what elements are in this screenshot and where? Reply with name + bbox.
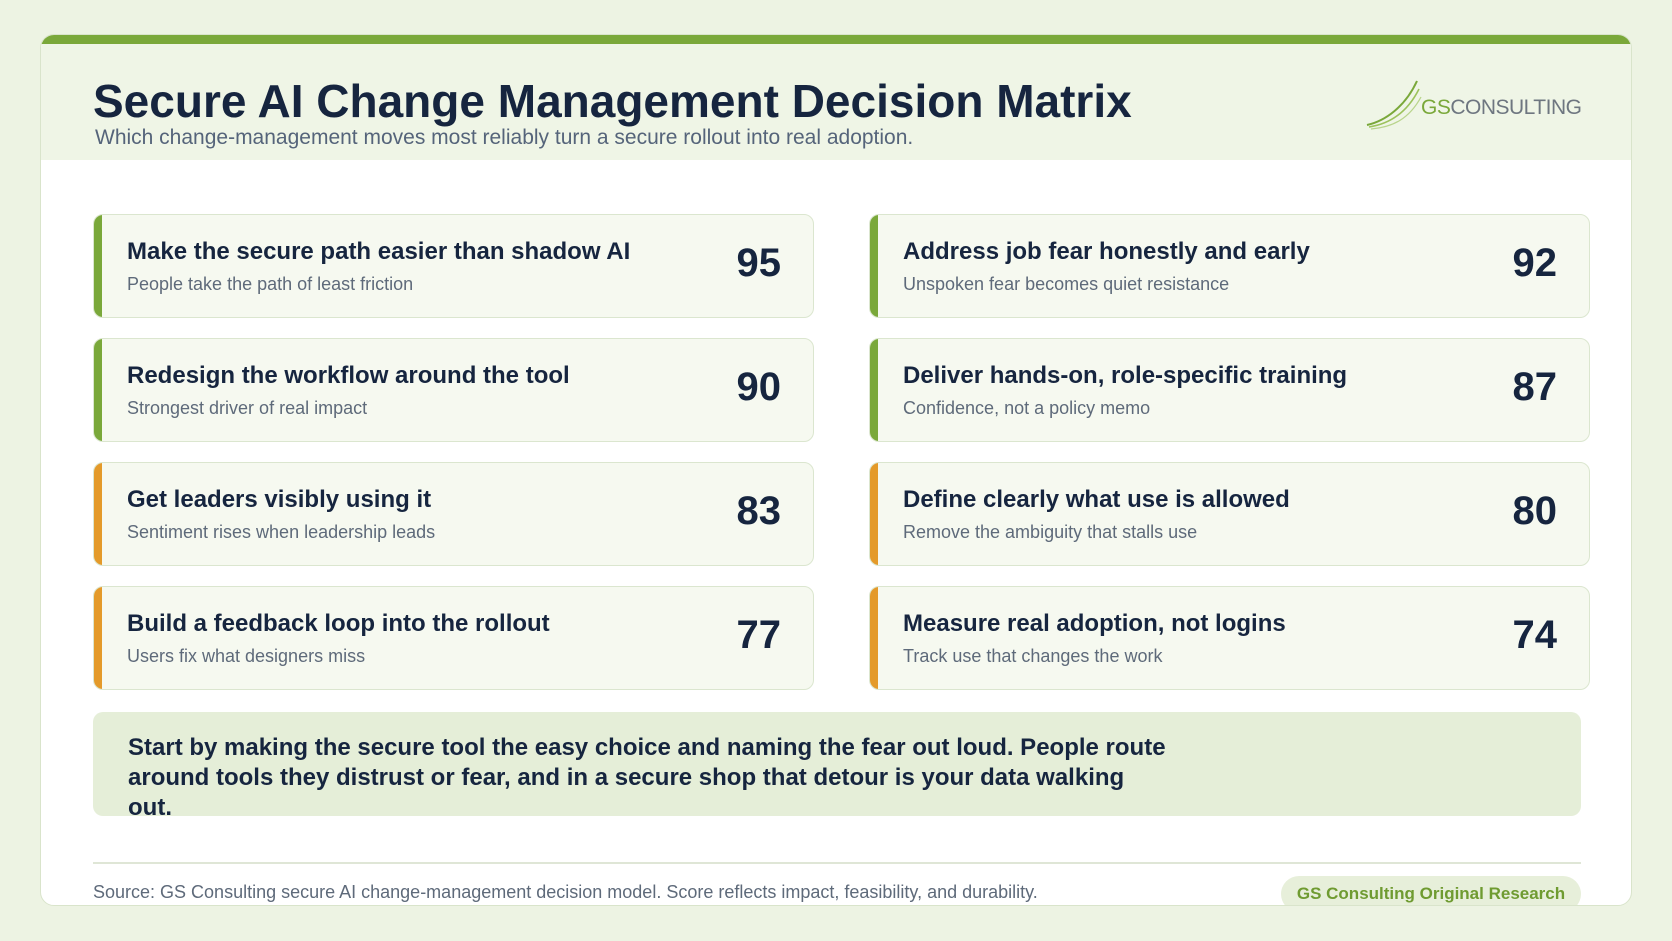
tile-score: 87 [1512,365,1558,409]
research-badge: GS Consulting Original Research [1281,876,1581,905]
header: Secure AI Change Management Decision Mat… [41,44,1631,160]
source-note: Source: GS Consulting secure AI change-m… [93,882,1038,902]
tile-title: Define clearly what use is allowed [903,486,1290,513]
swoosh-icon [1366,80,1422,130]
tier-accent-bar [94,463,102,565]
tile-score: 83 [736,489,782,533]
tile-description: Track use that changes the work [903,646,1163,666]
tile-score: 80 [1512,489,1558,533]
decision-tile: Define clearly what use is allowed Remov… [869,462,1590,566]
tile-description: Sentiment rises when leadership leads [127,522,436,542]
tile-title: Deliver hands-on, role-specific training [903,362,1348,389]
decision-tile: Make the secure path easier than shadow … [93,214,814,318]
top-accent-bar [41,35,1631,44]
decision-tile: Redesign the workflow around the tool St… [93,338,814,442]
key-takeaway-callout: Start by making the secure tool the easy… [93,712,1581,821]
tile-title: Build a feedback loop into the rollout [127,610,550,637]
tier-accent-bar [870,339,878,441]
tile-title: Get leaders visibly using it [127,486,432,513]
tile-description: Unspoken fear becomes quiet resistance [903,274,1230,294]
tier-accent-bar [94,215,102,317]
tile-score: 95 [736,241,782,285]
tile-title: Redesign the workflow around the tool [127,362,570,389]
tile-description: People take the path of least friction [127,274,414,294]
page-title: Secure AI Change Management Decision Mat… [93,75,1132,127]
tile-title: Make the secure path easier than shadow … [127,238,631,265]
decision-tile: Address job fear honestly and early Unsp… [869,214,1590,318]
decision-tile: Get leaders visibly using it Sentiment r… [93,462,814,566]
decision-tile: Measure real adoption, not logins Track … [869,586,1590,690]
tile-score: 74 [1512,613,1558,657]
gs-consulting-logo: GSCONSULTING [1365,77,1582,131]
tier-accent-bar [870,215,878,317]
decision-grid: Make the secure path easier than shadow … [93,214,1590,690]
tile-score: 92 [1512,241,1558,285]
footer-divider [93,862,1581,864]
tile-description: Remove the ambiguity that stalls use [903,522,1198,542]
tile-title: Measure real adoption, not logins [903,610,1286,637]
tile-score: 77 [736,613,782,657]
decision-tile: Build a feedback loop into the rollout U… [93,586,814,690]
tier-accent-bar [870,587,878,689]
tier-accent-bar [94,339,102,441]
tile-description: Users fix what designers miss [127,646,366,666]
tier-accent-bar [870,463,878,565]
tile-description: Confidence, not a policy memo [903,398,1151,418]
tier-accent-bar [94,587,102,689]
decision-tile: Deliver hands-on, role-specific training… [869,338,1590,442]
page-subtitle: Which change-management moves most relia… [95,126,914,149]
callout-text: Start by making the secure tool the easy… [128,734,1166,821]
matrix-card: Secure AI Change Management Decision Mat… [40,34,1632,906]
tile-description: Strongest driver of real impact [127,398,368,418]
tile-score: 90 [736,365,782,409]
logo-wordmark: GSCONSULTING [1421,96,1582,119]
tile-title: Address job fear honestly and early [903,238,1310,265]
